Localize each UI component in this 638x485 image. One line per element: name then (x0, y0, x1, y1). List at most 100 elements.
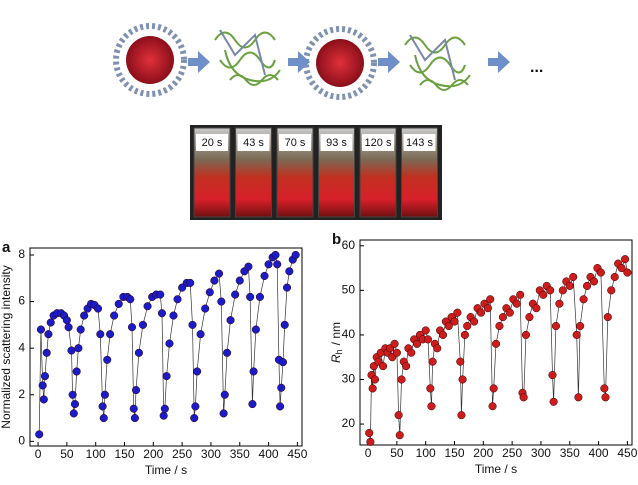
data-point (162, 372, 171, 381)
y-axis-label: Rh / nm (329, 322, 344, 363)
panel-label: a (2, 239, 11, 256)
chart-a: 0 50 100 150 200 250 300 350 400 450 0 2 4 6 8a Time / … (0, 239, 308, 477)
y-label-symbol: R (329, 354, 343, 363)
data-point (486, 295, 495, 304)
data-point (273, 260, 282, 269)
data-point (131, 386, 141, 395)
data-point (277, 383, 286, 392)
x-tick-label: 200 (473, 446, 493, 460)
data-point (193, 367, 202, 376)
data-point (156, 290, 165, 299)
vial-label: 120 s (365, 137, 392, 149)
data-point (72, 367, 81, 376)
data-point (495, 321, 504, 331)
data-point (458, 375, 467, 384)
y-tick-label: 30 (342, 372, 356, 386)
data-point (370, 375, 380, 384)
data-point (569, 272, 578, 282)
data-point (220, 390, 229, 399)
data-point (219, 409, 228, 418)
data-point (428, 357, 437, 366)
vial-label: 70 s (285, 137, 306, 149)
data-point (583, 281, 592, 290)
data-point (98, 402, 107, 411)
data-point (395, 431, 404, 440)
data-point (433, 344, 442, 353)
y-tick-label: 8 (18, 247, 25, 261)
data-point (421, 326, 430, 335)
unimer-coil (214, 29, 281, 86)
data-point (249, 367, 258, 376)
data-point (201, 304, 210, 313)
unimer-coil (404, 34, 471, 91)
illustration: ... 20 s 43 s 70 s 93 s 120 s 143 s (113, 23, 543, 220)
data-point (129, 404, 138, 413)
y-tick-label: 6 (18, 294, 25, 308)
vial-backdrop (190, 125, 442, 220)
ellipsis: ... (530, 59, 543, 76)
data-point (130, 413, 139, 423)
data-point (498, 313, 507, 322)
data-point (205, 288, 214, 297)
vial-label-box (320, 134, 353, 151)
data-point (74, 344, 83, 353)
data-point (44, 330, 53, 339)
vial-label-box (237, 134, 270, 151)
y-tick-label: 40 (342, 327, 356, 341)
data-point (423, 335, 433, 344)
data-point (596, 268, 605, 277)
data-point (35, 430, 44, 439)
chart-b: 0 50 100 150 200 250 300 350 400 450 20 30 40 50 60b Ti… (329, 231, 638, 476)
x-tick-label: 350 (560, 446, 580, 460)
data-point (579, 295, 588, 304)
data-point (512, 299, 521, 308)
x-tick-label: 50 (60, 447, 74, 461)
data-point (70, 400, 79, 409)
data-point (366, 437, 375, 446)
vial-label-box (196, 134, 228, 151)
data-point (217, 297, 226, 306)
data-point (621, 255, 630, 264)
data-point (532, 304, 541, 313)
x-tick-label: 0 (365, 446, 372, 460)
data-point (42, 348, 51, 357)
data-point (46, 318, 55, 327)
data-point (521, 330, 531, 339)
data-point (572, 330, 581, 339)
data-point (444, 321, 453, 331)
data-point (574, 393, 583, 402)
vial-label: 143 s (406, 137, 433, 149)
data-point (114, 299, 123, 308)
data-point (491, 339, 501, 348)
data-point (110, 311, 119, 320)
data-point (488, 402, 497, 411)
data-point (407, 348, 416, 357)
data-point (505, 308, 514, 317)
data-point (251, 325, 260, 334)
data-point (159, 411, 168, 420)
data-point (392, 348, 401, 357)
vial-label-box (362, 134, 394, 151)
y-tick-label: 2 (18, 387, 25, 401)
data-point (519, 393, 528, 402)
data-point (551, 321, 560, 331)
data-point (99, 413, 108, 423)
data-point (280, 320, 289, 329)
data-point (76, 325, 85, 334)
data-point (210, 276, 219, 285)
data-point (453, 308, 462, 317)
data-point (186, 278, 195, 287)
data-point (463, 321, 472, 331)
x-axis-label: Time / s (145, 463, 187, 477)
data-point (231, 290, 240, 299)
data-point (589, 277, 599, 286)
data-point (285, 267, 294, 276)
x-tick-label: 300 (201, 447, 221, 461)
data-point (38, 381, 47, 390)
x-tick-label: 250 (172, 447, 192, 461)
data-point (214, 269, 224, 278)
data-point (127, 323, 137, 332)
y-tick-label: 50 (342, 283, 356, 297)
data-point (190, 413, 199, 423)
